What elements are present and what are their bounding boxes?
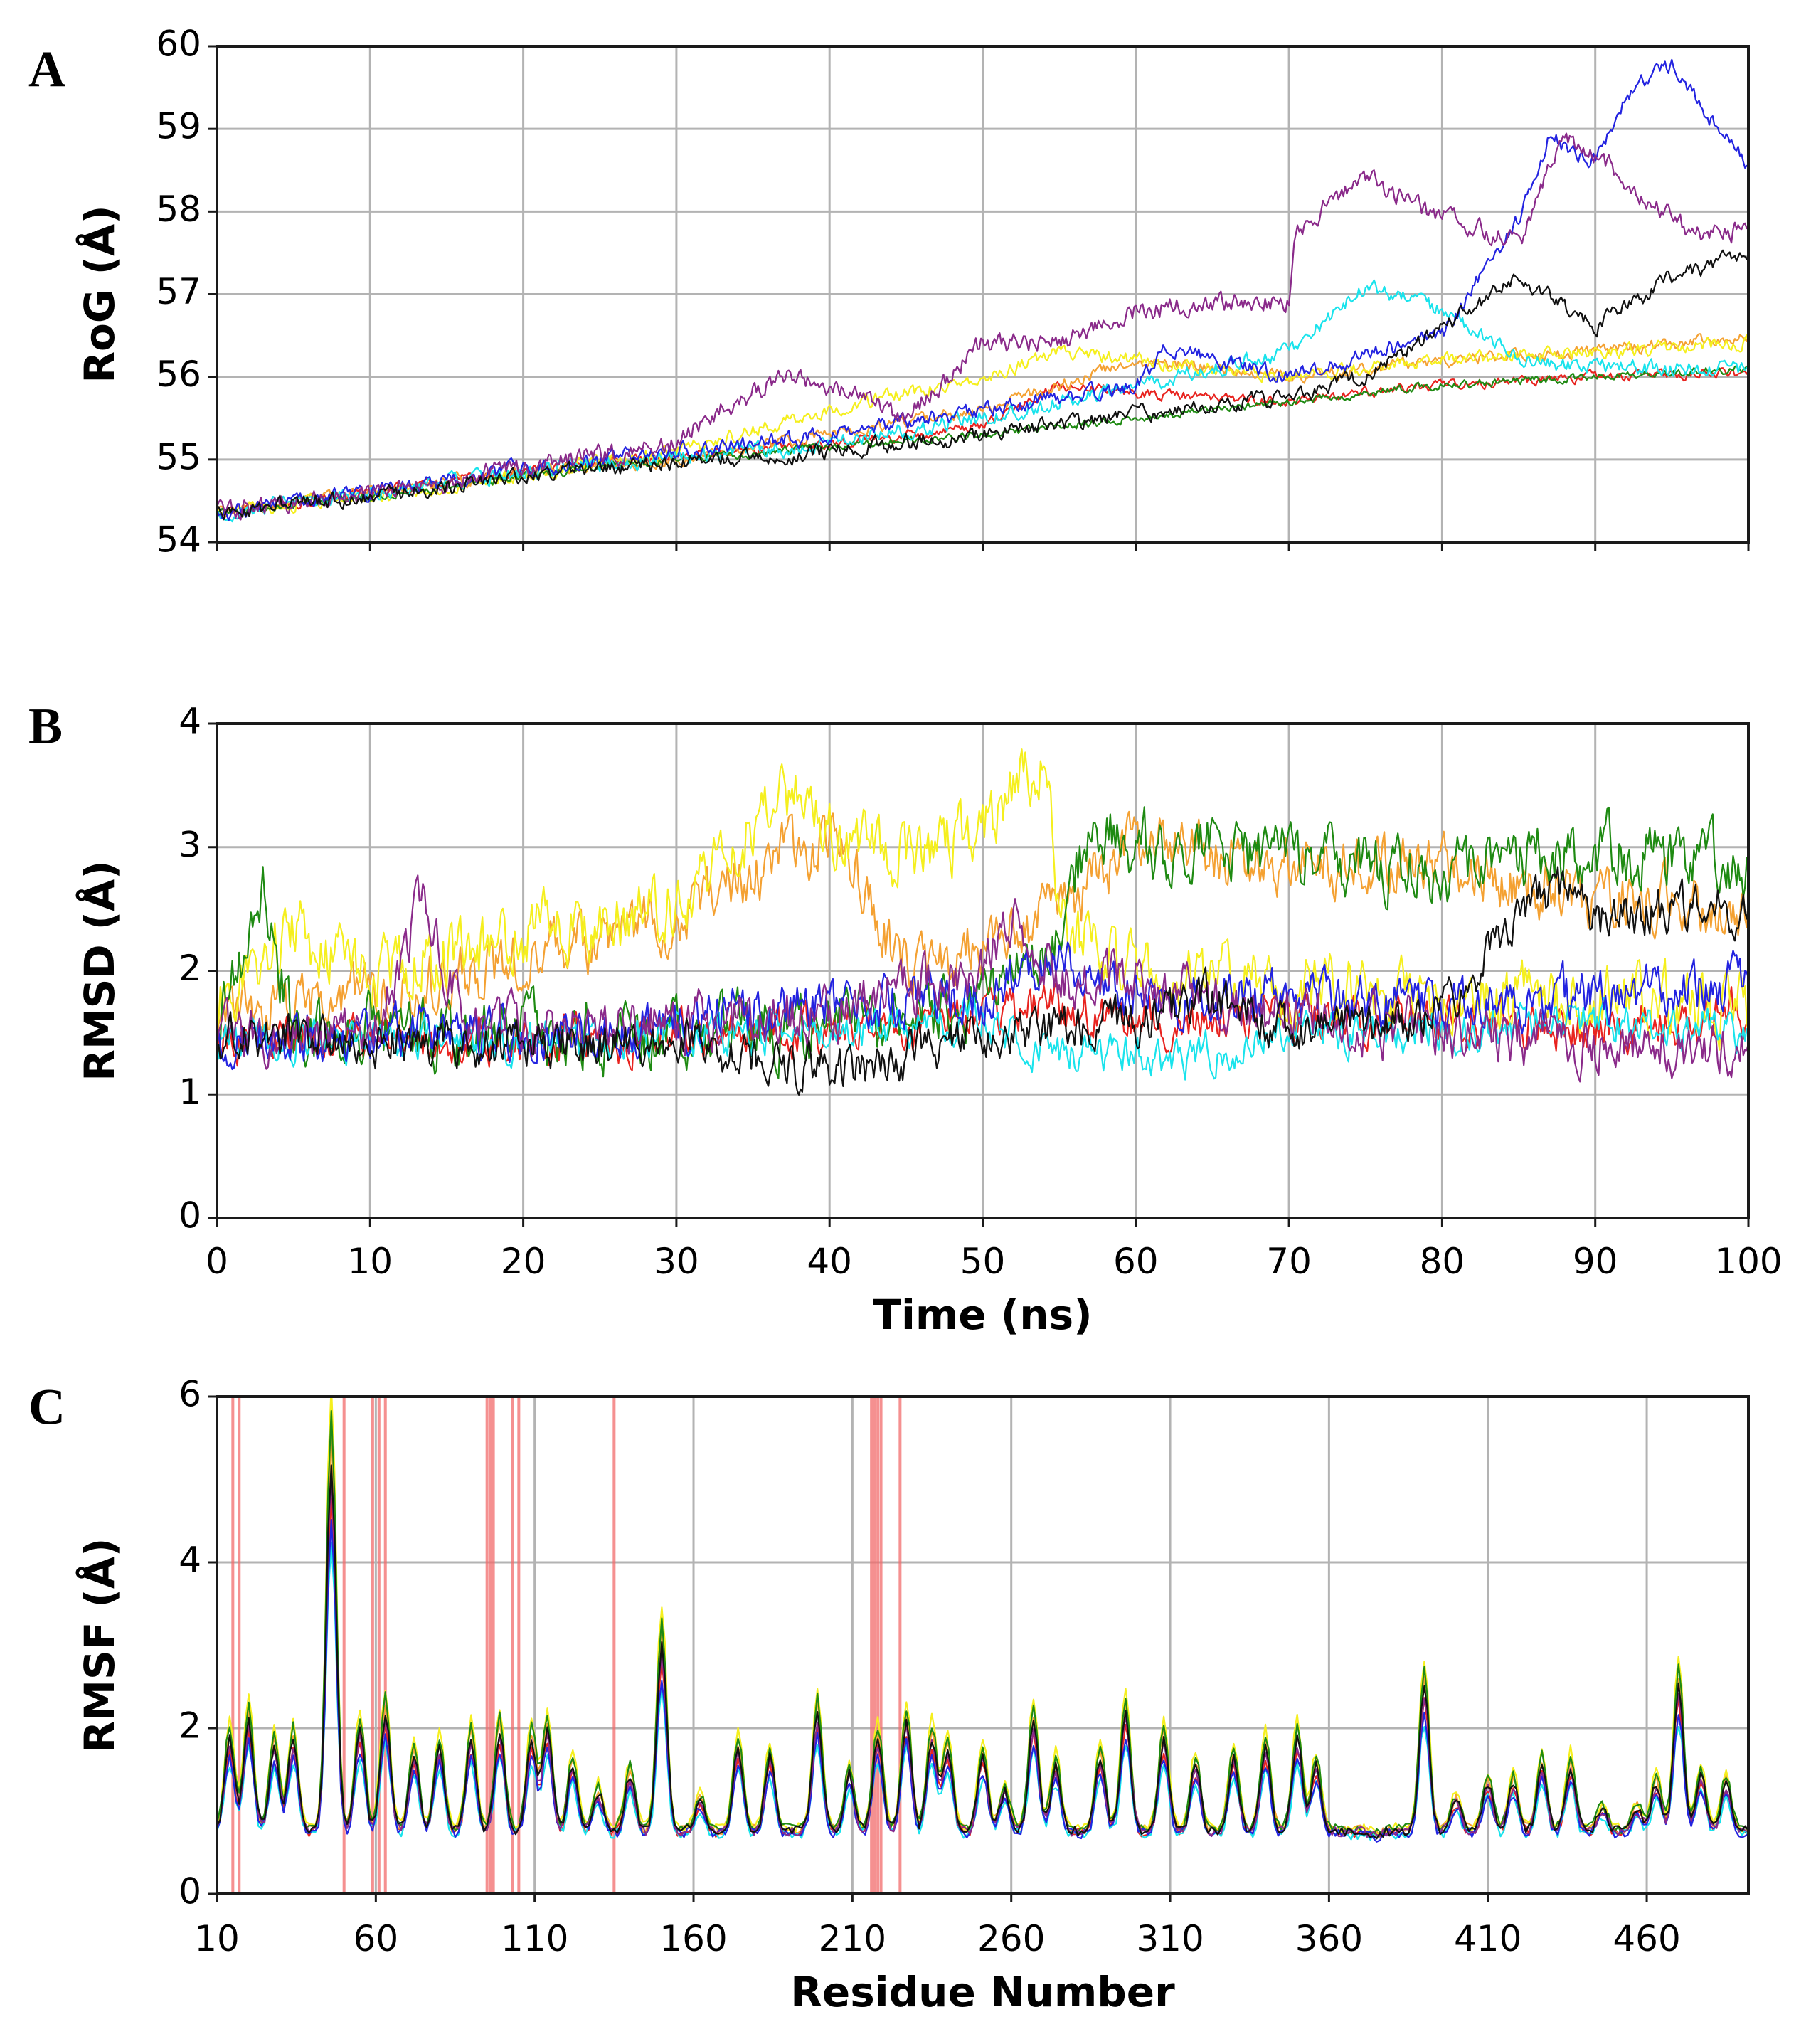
x-tick-label: 360: [1295, 1918, 1363, 1959]
x-tick-label: 110: [501, 1918, 568, 1959]
y-tick-label: 2: [179, 948, 201, 989]
x-tick-label: 460: [1613, 1918, 1680, 1959]
x-tick-label: 60: [1113, 1241, 1159, 1282]
series-orange: [217, 810, 1748, 1043]
panel-letter: B: [28, 698, 63, 755]
highlight-band: [342, 1397, 346, 1894]
x-ticks: 10 60 110 160 210 260 310 360 410 460: [194, 1894, 1681, 1959]
x-tick-label: 60: [354, 1918, 399, 1959]
series-green: [217, 1409, 1748, 1836]
x-tick-label: 30: [654, 1241, 699, 1282]
x-tick-label: 40: [807, 1241, 852, 1282]
x-tick-label: 10: [194, 1918, 240, 1959]
highlight-band: [511, 1397, 514, 1894]
y-tick-label: 0: [179, 1195, 201, 1237]
highlight-band: [873, 1397, 876, 1894]
highlight-band: [612, 1397, 616, 1894]
y-tick-label: 59: [156, 106, 201, 147]
highlight-band: [383, 1397, 387, 1894]
x-tick-label: 160: [659, 1918, 727, 1959]
x-tick-label: 260: [977, 1918, 1045, 1959]
x-ticks: [216, 542, 1750, 551]
highlight-band: [489, 1397, 492, 1894]
y-ticks: 0 2 4 6: [179, 1374, 217, 1912]
y-ticks: 0 1 2 3 4: [179, 701, 217, 1237]
y-tick-label: 54: [156, 519, 201, 561]
x-tick-label: 310: [1136, 1918, 1204, 1959]
series-purple: [217, 132, 1748, 521]
series-black: [217, 1464, 1748, 1840]
x-tick-label: 10: [347, 1241, 393, 1282]
highlight-band: [870, 1397, 873, 1894]
series-group: [217, 748, 1748, 1096]
x-axis-title: Time (ns): [873, 1291, 1092, 1339]
panel-letter: C: [28, 1379, 65, 1436]
grid: [217, 46, 1748, 542]
series-blue: [217, 941, 1748, 1071]
x-tick-label: 80: [1420, 1241, 1465, 1282]
series-cyan: [217, 279, 1748, 523]
y-tick-label: 4: [179, 701, 201, 742]
highlight-band: [492, 1397, 495, 1894]
y-tick-label: 60: [156, 23, 201, 65]
y-tick-label: 56: [156, 354, 201, 395]
y-tick-label: 57: [156, 271, 201, 312]
y-tick-label: 0: [179, 1871, 201, 1912]
y-tick-label: 4: [179, 1540, 201, 1581]
panel-A: A 54 55 56 57 58 59 60 RoG (Å): [28, 23, 1750, 561]
highlight-band: [517, 1397, 521, 1894]
y-tick-label: 2: [179, 1705, 201, 1747]
x-tick-label: 50: [960, 1241, 1006, 1282]
x-ticks: 0 10 20 30 40 50 60 70 80 90 100: [206, 1218, 1783, 1282]
x-axis-title: Residue Number: [790, 1968, 1175, 2016]
y-axis-title: RoG (Å): [75, 205, 124, 383]
series-black: [217, 249, 1748, 521]
y-axis-title: RMSD (Å): [75, 860, 124, 1081]
highlight-band: [898, 1397, 902, 1894]
y-tick-label: 3: [179, 824, 201, 865]
x-tick-label: 20: [501, 1241, 546, 1282]
highlight-band: [485, 1397, 489, 1894]
highlight-band: [876, 1397, 880, 1894]
series-black: [217, 866, 1748, 1096]
x-tick-label: 100: [1714, 1241, 1782, 1282]
y-tick-label: 55: [156, 436, 201, 477]
series-purple: [217, 874, 1748, 1083]
plot-frame: [216, 1395, 1750, 1895]
panel-C: C 0 2 4 6 10 60 110 160 210 260 310 360 410 460 RMSF (Å…: [28, 1374, 1750, 2016]
x-tick-label: 0: [206, 1241, 228, 1282]
highlight-band: [238, 1397, 241, 1894]
x-tick-label: 210: [819, 1918, 886, 1959]
y-tick-label: 1: [179, 1071, 201, 1113]
y-tick-label: 58: [156, 189, 201, 230]
series-group: [217, 58, 1748, 523]
y-tick-label: 6: [179, 1374, 201, 1415]
series-group: [217, 1397, 1748, 1843]
y-axis-title: RMSF (Å): [75, 1538, 124, 1753]
y-ticks: 54 55 56 57 58 59 60: [156, 23, 217, 561]
x-tick-label: 70: [1266, 1241, 1312, 1282]
x-tick-label: 410: [1454, 1918, 1521, 1959]
x-tick-label: 90: [1573, 1241, 1618, 1282]
highlight-band: [371, 1397, 374, 1894]
panel-letter: A: [28, 41, 65, 98]
highlight-band: [231, 1397, 235, 1894]
highlight-band: [377, 1397, 381, 1894]
highlight-band: [879, 1397, 883, 1894]
highlight-residues: [231, 1397, 902, 1894]
